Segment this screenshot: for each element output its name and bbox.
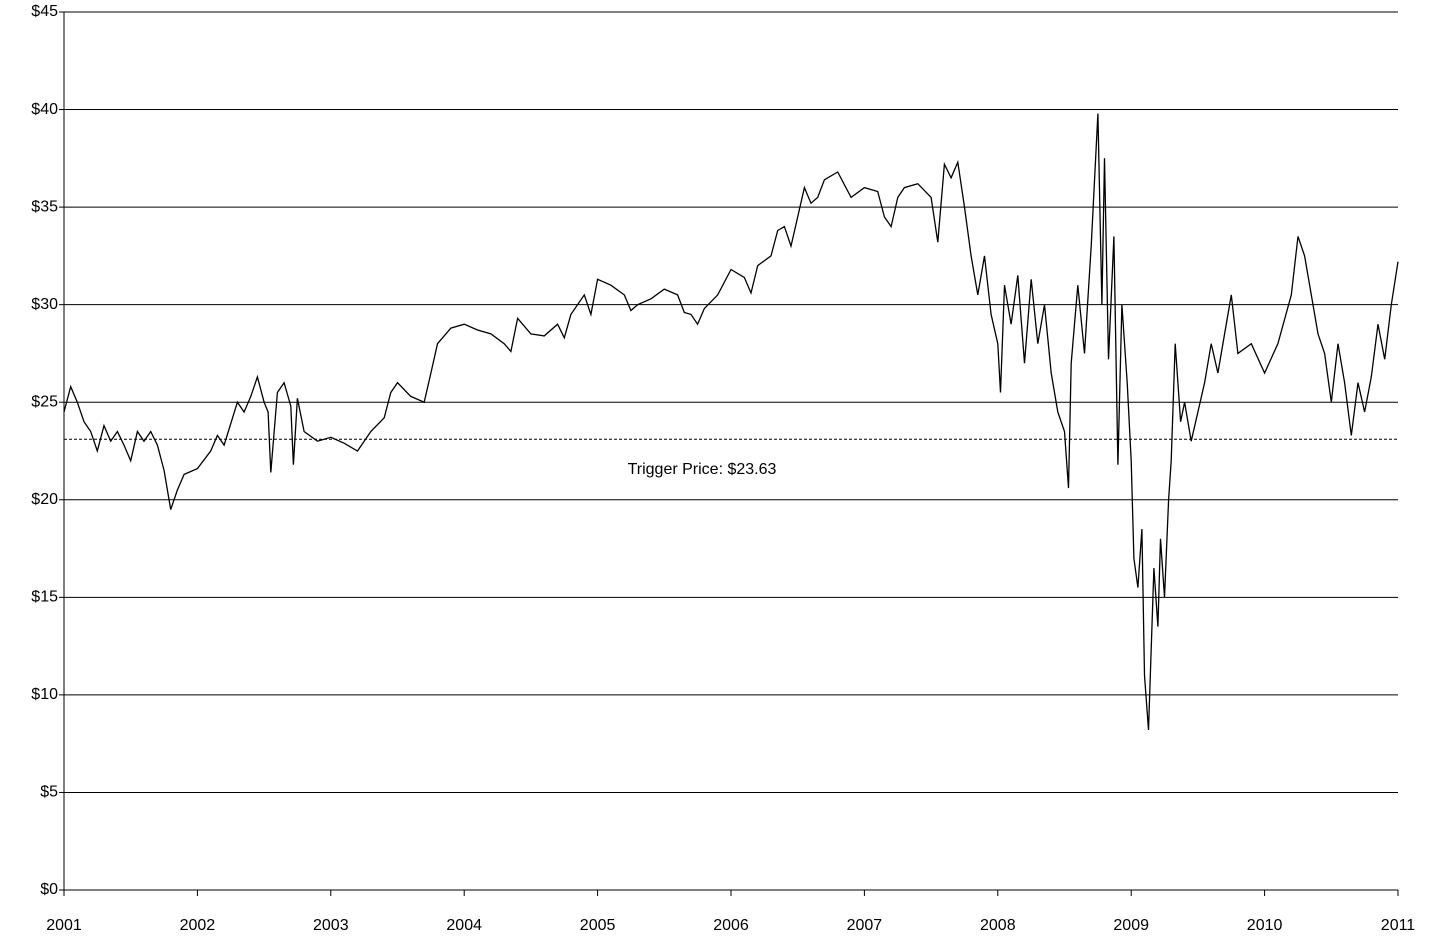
- x-tick-label: 2009: [1113, 917, 1149, 934]
- x-tick-label: 2010: [1247, 917, 1283, 934]
- y-tick-label: $0: [40, 881, 58, 898]
- annotation: Trigger Price: $23.63: [628, 461, 777, 478]
- x-tick-label: 2006: [713, 917, 749, 934]
- y-tick-label: $45: [31, 3, 58, 20]
- x-tick-label: 2004: [446, 917, 482, 934]
- y-tick-label: $30: [31, 296, 58, 313]
- y-tick-label: $35: [31, 198, 58, 215]
- y-tick-label: $5: [40, 784, 58, 801]
- price-line: [63, 113, 1399, 731]
- x-tick-label: 2007: [847, 917, 883, 934]
- y-tick-label: $20: [31, 491, 58, 508]
- y-tick-label: $40: [31, 101, 58, 118]
- y-tick-label: $25: [31, 393, 58, 410]
- x-tick-label: 2002: [180, 917, 216, 934]
- x-tick-label: 2005: [580, 917, 616, 934]
- y-tick-label: $10: [31, 686, 58, 703]
- x-tick-label: 2008: [980, 917, 1016, 934]
- y-tick-label: $15: [31, 589, 58, 606]
- x-tick-label: 2003: [313, 917, 349, 934]
- x-tick-label: 2011: [1381, 917, 1416, 934]
- x-tick-label: 2001: [46, 917, 82, 934]
